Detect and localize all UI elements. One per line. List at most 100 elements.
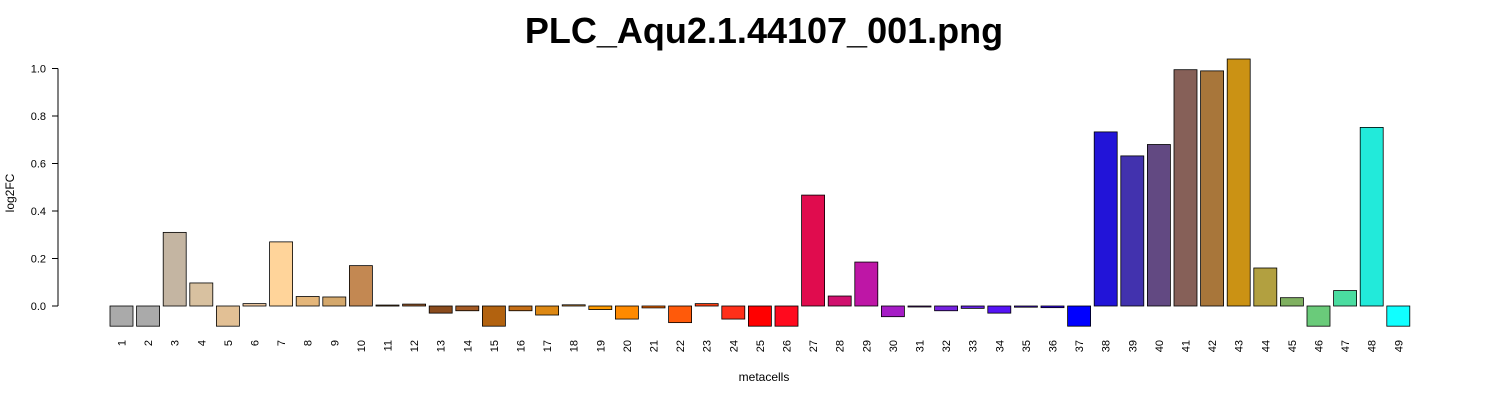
bar-10 [348,265,373,307]
bar-28 [827,295,852,307]
bar-2 [136,305,161,327]
bar-41 [1173,69,1198,307]
y-tick-label: 0.6 [31,159,46,171]
bars-group [109,58,1411,327]
x-tick-label: 40 [1154,340,1166,352]
bar-40 [1147,144,1171,307]
x-tick-label: 49 [1393,340,1405,352]
x-tick-label: 45 [1287,340,1299,352]
x-tick-label: 11 [383,340,395,351]
bar-7 [269,241,294,307]
bar-49 [1386,305,1411,327]
bar-34 [987,305,1012,314]
x-tick-label: 43 [1234,340,1246,352]
bar-33 [960,305,985,309]
bar-11 [375,304,400,307]
x-tick-label: 38 [1101,340,1113,352]
bar-1 [109,305,134,327]
x-tick-label: 7 [276,340,288,346]
bar-16 [508,305,533,312]
x-tick-label: 9 [329,340,341,346]
x-tick-label: 42 [1207,340,1219,352]
x-tick-label: 3 [170,340,182,346]
x-tick-label: 32 [941,340,953,352]
y-tick-label: 1.0 [31,64,46,76]
x-tick-label: 24 [728,340,740,352]
bar-45 [1280,297,1304,307]
x-tick-label: 12 [409,340,421,352]
bar-13 [428,305,453,314]
y-tick-label: 0.4 [31,206,46,218]
x-tick-label: 37 [1074,340,1086,352]
y-axis: 0.0 0.2 0.4 0.6 0.8 1.0 [31,64,59,313]
x-tick-label: 25 [755,340,767,352]
x-tick-label: 5 [223,340,235,346]
bar-15 [481,305,506,327]
x-tick-label: 13 [436,340,448,352]
x-tick-label: 28 [835,340,847,352]
bar-27 [801,194,825,307]
x-tick-label: 22 [675,340,687,352]
bar-43 [1226,58,1251,307]
x-tick-label: 26 [782,340,794,352]
x-tick-label: 2 [143,340,155,346]
bar-30 [881,305,905,318]
x-tick-label: 19 [595,340,607,352]
x-tick-label: 46 [1314,340,1326,352]
bar-29 [854,261,879,307]
x-tick-label: 10 [356,340,368,352]
bar-31 [907,305,932,308]
bar-20 [615,305,639,320]
bar-39 [1120,155,1145,307]
bar-26 [774,305,799,327]
y-tick-label: 0.0 [31,301,46,313]
x-tick-label: 31 [915,340,927,352]
bar-47 [1333,290,1357,307]
bar-25 [748,305,772,327]
x-tick-label: 48 [1367,340,1379,352]
x-tick-label: 34 [994,340,1006,352]
x-tick-label: 36 [1048,340,1060,352]
x-tick-label: 18 [569,340,581,352]
x-tick-label: 47 [1340,340,1352,352]
x-tick-label: 27 [808,340,820,352]
bar-3 [162,231,187,307]
bar-17 [535,305,559,316]
y-axis-label: log2FC [3,173,17,212]
bar-4 [189,282,214,307]
bar-24 [721,305,746,320]
bar-35 [1014,305,1038,308]
x-tick-label: 16 [516,340,528,352]
bar-48 [1359,127,1384,307]
bar-38 [1093,131,1118,307]
chart-title: PLC_Aqu2.1.44107_001.png [525,10,1003,51]
bar-37 [1067,305,1091,327]
bar-9 [322,296,347,307]
x-tick-label: 39 [1127,340,1139,352]
x-axis-label: metacells [739,370,790,384]
x-tick-label: 15 [489,340,501,352]
x-tick-label: 23 [702,340,714,352]
bar-14 [455,305,480,312]
x-tick-label: 44 [1260,340,1272,352]
y-tick-label: 0.8 [31,111,46,123]
x-tick-label: 35 [1021,340,1033,352]
bar-46 [1306,305,1331,327]
x-tick-label: 4 [196,340,208,346]
y-tick-label: 0.2 [31,254,46,266]
x-tick-label: 41 [1181,340,1193,352]
bar-8 [295,296,320,307]
x-tick-label: 29 [861,340,873,352]
bar-5 [215,305,240,327]
bar-22 [668,305,692,324]
bar-6 [242,303,267,307]
x-axis-labels: 1 2 3 4 5 6 7 8 9 10 11 12 13 14 15 16 17 18 19 20 21 22 23 24 2… [117,340,1406,352]
bar-32 [934,305,958,312]
bar-19 [588,305,613,310]
bar-21 [641,305,666,309]
bar-23 [694,303,719,307]
x-tick-label: 14 [462,340,474,352]
x-tick-label: 33 [968,340,980,352]
bar-18 [561,304,586,307]
